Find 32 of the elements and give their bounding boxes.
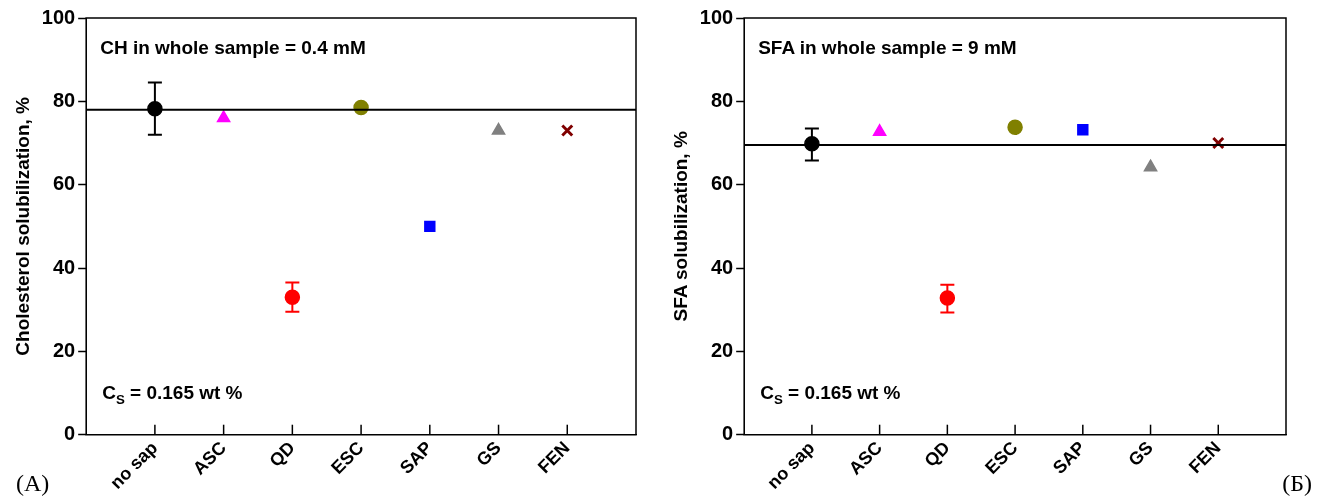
point (424, 220, 436, 233)
y-tick-label: 60 (710, 172, 734, 195)
point (1007, 119, 1023, 135)
annotation: CH in whole sample = 0.4 mM (100, 37, 366, 58)
point (216, 110, 231, 123)
y-tick-label: 100 (699, 5, 734, 28)
x-tick-label: GS (472, 437, 505, 471)
y-axis-title: Cholesterol solubilization, % (11, 96, 33, 356)
annotation: SFA in whole sample = 9 mM (758, 37, 1017, 58)
text: (A) (16, 470, 50, 496)
y-tick-label: 20 (52, 338, 76, 361)
point (1077, 123, 1089, 136)
point (491, 122, 506, 135)
y-axis-title: SFA solubilization, % (669, 131, 691, 322)
x-tick-label: QD (920, 437, 954, 471)
point (560, 124, 574, 137)
text: (Б) (1282, 470, 1312, 496)
point (1143, 159, 1158, 172)
y-tick-label: 20 (710, 338, 734, 361)
y-tick-label: 60 (52, 172, 76, 195)
y-tick-label: 0 (722, 422, 734, 445)
x-tick-label: QD (265, 437, 299, 471)
point (872, 124, 887, 137)
y-tick-label: 40 (52, 255, 76, 278)
y-tick-label: 0 (64, 422, 76, 445)
x-tick-label: no sap (106, 437, 162, 493)
x-tick-label: no sap (763, 437, 819, 493)
y-tick-label: 80 (52, 88, 76, 111)
y-tick-label: 80 (710, 88, 734, 111)
y-tick-label: 100 (41, 5, 76, 28)
y-tick-label: 40 (710, 255, 734, 278)
x-tick-label: GS (1124, 437, 1157, 471)
